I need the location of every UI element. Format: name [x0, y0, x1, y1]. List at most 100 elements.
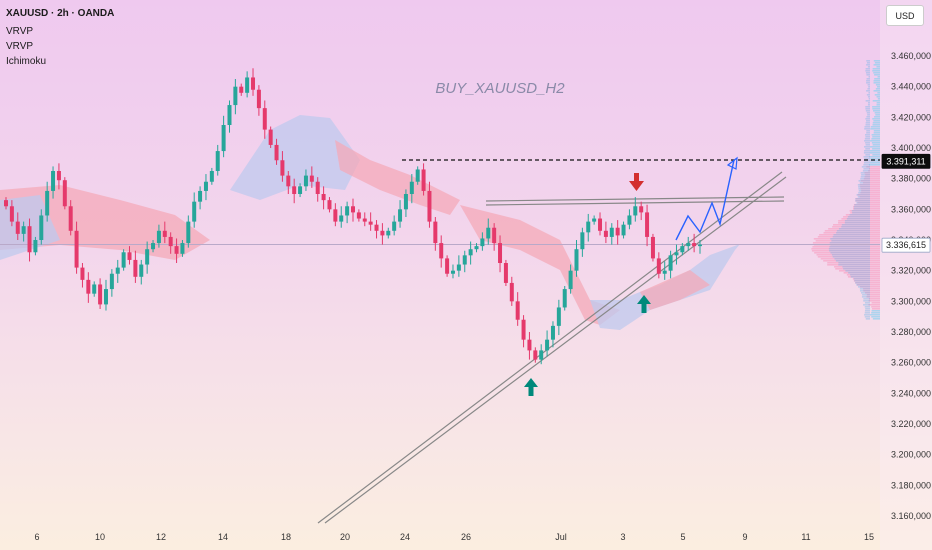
candle-body [686, 243, 690, 246]
candle-body [163, 231, 167, 237]
volume-profile-bar [871, 312, 880, 314]
candle-body [298, 186, 302, 194]
volume-profile-bar [866, 90, 870, 92]
volume-profile-bar [863, 168, 870, 170]
volume-profile-bar [866, 110, 870, 112]
indicator-ichimoku[interactable]: Ichimoku [6, 56, 46, 68]
volume-profile-bar [833, 256, 870, 258]
candle-body [98, 284, 102, 304]
volume-profile-bar [869, 164, 880, 166]
volume-profile-bar [868, 92, 870, 94]
volume-profile-bar [866, 68, 870, 70]
volume-profile-bar [877, 92, 880, 94]
volume-profile-bar [838, 262, 870, 264]
candle-body [627, 215, 631, 224]
volume-profile-bar [865, 148, 870, 150]
candle-body [57, 171, 61, 180]
volume-profile-bar [872, 142, 880, 144]
arrow-up-green-icon [524, 378, 538, 396]
candle-body [239, 87, 243, 93]
volume-profile-bar [859, 180, 870, 182]
candle-body [92, 284, 96, 293]
candle-body [80, 268, 84, 280]
volume-profile-bar [829, 250, 870, 252]
candle-body [192, 202, 196, 222]
volume-profile-bar [837, 230, 870, 232]
volume-profile-bar [843, 268, 870, 270]
candle-body [227, 105, 231, 125]
x-tick-label: 18 [281, 532, 291, 542]
volume-profile-bar [871, 306, 880, 308]
volume-profile-bar [870, 152, 880, 154]
candle-body [610, 228, 614, 237]
volume-profile-bar [875, 112, 880, 114]
volume-profile-bar [874, 60, 880, 62]
y-tick-label: 3.440,000 [891, 82, 931, 92]
candle-body [210, 171, 214, 182]
volume-profile-bar [873, 110, 880, 112]
candle-body [427, 191, 431, 222]
volume-profile-bar [858, 196, 870, 198]
volume-profile-bar [866, 82, 870, 84]
candle-body [475, 246, 479, 249]
x-tick-label: 6 [34, 532, 39, 542]
candle-body [439, 243, 443, 258]
volume-profile-bar [869, 76, 870, 78]
volume-profile-bar [865, 154, 870, 156]
x-tick-label: 26 [461, 532, 471, 542]
candle-body [480, 238, 484, 246]
volume-profile-bar [866, 72, 870, 74]
candle-body [369, 222, 373, 225]
volume-profile-bar [864, 140, 870, 142]
volume-profile-bar [866, 120, 870, 122]
volume-profile-bar [872, 134, 880, 136]
volume-profile-bar [848, 216, 870, 218]
currency-button[interactable]: USD [886, 5, 924, 26]
volume-profile-bar [873, 100, 880, 102]
volume-profile-bar [865, 142, 870, 144]
volume-profile-bar [878, 76, 880, 78]
volume-profile-bar [866, 124, 870, 126]
indicator-vrvp-2[interactable]: VRVP [6, 41, 33, 53]
volume-profile-bar [874, 90, 880, 92]
volume-profile-bar [854, 206, 870, 208]
volume-profile-bar [867, 88, 870, 90]
price-axis[interactable]: 3.460,000 3.440,000 3.420,000 3.400,000 3.38… [880, 0, 932, 550]
volume-profile-bar [841, 226, 870, 228]
candle-body [522, 320, 526, 340]
volume-profile-bar [872, 106, 880, 108]
volume-profile-bar [865, 70, 870, 72]
volume-profile-bar [863, 164, 870, 166]
candle-body [4, 200, 8, 206]
volume-profile-bar [872, 302, 880, 304]
volume-profile-bar [867, 112, 870, 114]
volume-profile-bar [864, 158, 870, 160]
candle-body [263, 108, 267, 129]
candle-body [539, 350, 543, 359]
volume-profile-bar [859, 190, 870, 192]
candle-body [698, 245, 702, 247]
volume-profile-bar [865, 302, 870, 304]
volume-profile-bar [854, 280, 870, 282]
volume-profile-bar [865, 136, 870, 138]
x-tick-label: 5 [680, 532, 685, 542]
y-tick-label: 3.360,000 [891, 204, 931, 214]
volume-profile-bar [855, 198, 870, 200]
volume-profile-bar [862, 166, 870, 168]
candle-body [292, 186, 296, 194]
volume-profile-bar [863, 298, 870, 300]
volume-profile-bar [865, 310, 870, 312]
volume-profile-bar [878, 98, 880, 100]
time-axis[interactable]: 6 10 12 14 18 20 24 26 Jul 3 5 9 11 15 [34, 532, 874, 542]
trendline-upper[interactable] [318, 172, 782, 523]
volume-profile-bar [852, 212, 870, 214]
candle-body [275, 145, 279, 160]
volume-profile-bar [865, 306, 870, 308]
volume-profile-bar [860, 288, 870, 290]
candle-body [363, 219, 367, 222]
indicator-vrvp-1[interactable]: VRVP [6, 26, 33, 38]
candle-body [586, 222, 590, 233]
symbol-title[interactable]: XAUUSD · 2h · OANDA [6, 8, 114, 20]
